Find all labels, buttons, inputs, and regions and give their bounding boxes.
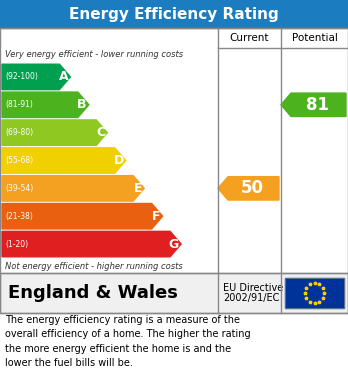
Polygon shape <box>2 176 144 201</box>
Text: C: C <box>96 126 105 139</box>
Bar <box>0 28 348 313</box>
Text: Not energy efficient - higher running costs: Not energy efficient - higher running co… <box>5 262 183 271</box>
Text: (21-38): (21-38) <box>5 212 33 221</box>
Bar <box>285 278 344 308</box>
Text: A: A <box>59 70 69 83</box>
Text: F: F <box>152 210 161 223</box>
Bar <box>285 278 344 308</box>
Text: Very energy efficient - lower running costs: Very energy efficient - lower running co… <box>5 50 183 59</box>
Text: 81: 81 <box>306 96 329 114</box>
Text: (55-68): (55-68) <box>5 156 33 165</box>
Text: B: B <box>77 98 87 111</box>
Polygon shape <box>2 148 126 173</box>
Text: The energy efficiency rating is a measure of the
overall efficiency of a home. T: The energy efficiency rating is a measur… <box>5 315 251 368</box>
Polygon shape <box>2 92 89 118</box>
Polygon shape <box>281 93 346 117</box>
Text: EU Directive: EU Directive <box>223 283 283 293</box>
Text: 2002/91/EC: 2002/91/EC <box>223 293 279 303</box>
Text: (1-20): (1-20) <box>5 240 28 249</box>
Text: 50: 50 <box>241 179 264 197</box>
Text: England & Wales: England & Wales <box>8 284 178 302</box>
Polygon shape <box>2 120 107 145</box>
Text: Current: Current <box>230 33 269 43</box>
Text: Potential: Potential <box>292 33 338 43</box>
Text: D: D <box>113 154 124 167</box>
Text: Energy Efficiency Rating: Energy Efficiency Rating <box>69 7 279 22</box>
Text: (39-54): (39-54) <box>5 184 33 193</box>
Text: E: E <box>134 182 142 195</box>
Bar <box>0 0 348 28</box>
Text: (69-80): (69-80) <box>5 128 33 137</box>
Polygon shape <box>218 177 279 200</box>
Polygon shape <box>2 203 163 229</box>
Polygon shape <box>2 231 181 257</box>
Text: (92-100): (92-100) <box>5 72 38 81</box>
Polygon shape <box>2 64 70 90</box>
Text: G: G <box>169 238 179 251</box>
Text: (81-91): (81-91) <box>5 100 33 109</box>
Bar <box>0 273 348 313</box>
